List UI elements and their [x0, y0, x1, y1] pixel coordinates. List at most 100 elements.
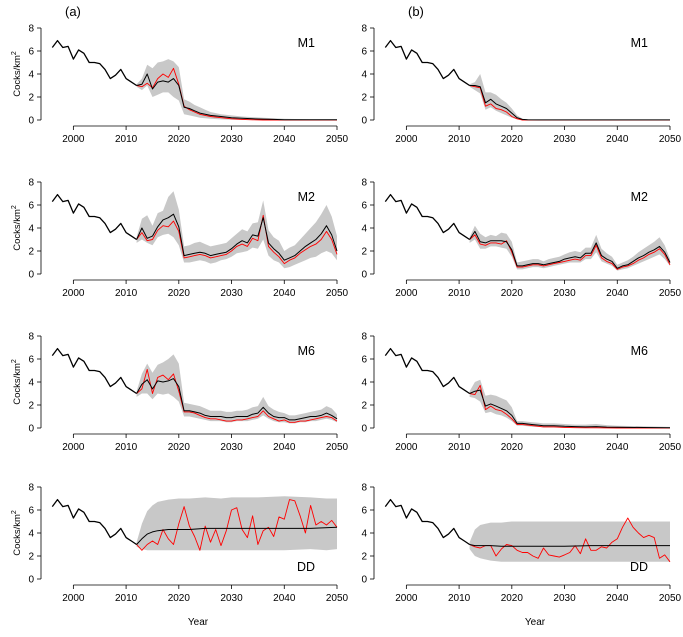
median-line — [136, 378, 338, 421]
x-tick-label: 2000 — [395, 134, 418, 145]
median-line — [136, 526, 338, 545]
uncertainty-band — [469, 74, 670, 120]
y-axis-label-superscript: 2 — [11, 51, 18, 55]
y-tick-label: 6 — [28, 506, 34, 517]
y-tick-label: 2 — [361, 93, 367, 104]
observed-line — [384, 347, 470, 395]
y-axis-label-superscript: 2 — [11, 510, 18, 514]
y-tick-label: 0 — [361, 270, 367, 281]
uncertainty-band — [469, 225, 670, 271]
y-tick-label: 4 — [28, 378, 34, 389]
panel-label: DD — [630, 560, 648, 574]
y-tick-label: 6 — [361, 506, 367, 517]
y-tick-label: 2 — [361, 552, 367, 563]
panel-label: M1 — [298, 36, 315, 50]
y-tick-label: 8 — [361, 24, 367, 35]
simulated-line — [469, 517, 671, 563]
x-tick-label: 2010 — [115, 134, 138, 145]
x-tick-label: 2040 — [606, 593, 629, 604]
y-tick-label: 4 — [361, 224, 367, 235]
x-tick-label: 2020 — [501, 288, 524, 299]
y-tick-label: 6 — [361, 355, 367, 366]
median-line — [136, 213, 338, 261]
x-tick-label: 2040 — [273, 134, 296, 145]
x-axis-title-a: Year — [188, 617, 209, 628]
x-tick-label: 2000 — [395, 442, 418, 453]
panel-m1-b: 0 2 4 6 8 2000 2010 2020 2030 2040 2050 M1 — [361, 24, 681, 146]
y-axis-label-superscript: 2 — [11, 359, 18, 363]
x-tick-label: 2010 — [448, 442, 471, 453]
y-axis-label-text: Cocks/km — [12, 514, 23, 556]
y-tick-label: 8 — [28, 178, 34, 189]
simulated-line — [136, 214, 338, 265]
x-tick-label: 2020 — [168, 593, 191, 604]
column-label-a: (a) — [65, 4, 81, 19]
panel-dd-b: 0 2 4 6 8 2000 2010 2020 2030 2040 2050 DD — [361, 483, 681, 605]
observed-line — [51, 347, 137, 395]
y-tick-label: 4 — [361, 378, 367, 389]
simulated-line — [136, 499, 338, 551]
y-axis-label-text: Cocks/km — [12, 55, 23, 97]
y-tick-label: 6 — [28, 201, 34, 212]
x-tick-label: 2030 — [220, 593, 243, 604]
y-tick-label: 4 — [28, 70, 34, 81]
uncertainty-band — [469, 379, 670, 428]
y-tick-label: 8 — [28, 483, 34, 494]
y-tick-label: 0 — [28, 270, 34, 281]
x-tick-label: 2030 — [220, 288, 243, 299]
y-tick-label: 4 — [28, 529, 34, 540]
y-tick-label: 8 — [361, 332, 367, 343]
x-tick-label: 2010 — [115, 288, 138, 299]
x-tick-label: 2010 — [448, 134, 471, 145]
x-tick-label: 2000 — [62, 134, 85, 145]
y-tick-label: 2 — [28, 93, 34, 104]
panel-m2-b: 0 2 4 6 8 2000 2010 2020 2030 2040 2050 M2 — [361, 178, 681, 300]
x-tick-label: 2000 — [62, 288, 85, 299]
x-tick-label: 2000 — [395, 593, 418, 604]
x-tick-label: 2010 — [448, 288, 471, 299]
panel-label: M1 — [631, 36, 648, 50]
x-tick-label: 2030 — [553, 593, 576, 604]
observed-line — [384, 498, 470, 546]
y-tick-label: 8 — [28, 24, 34, 35]
y-tick-label: 4 — [28, 224, 34, 235]
x-tick-label: 2020 — [168, 134, 191, 145]
y-tick-label: 2 — [28, 552, 34, 563]
x-tick-label: 2040 — [606, 442, 629, 453]
uncertainty-band — [469, 521, 670, 562]
panel-label: M2 — [631, 190, 648, 204]
x-tick-label: 2050 — [326, 442, 349, 453]
x-tick-label: 2010 — [115, 593, 138, 604]
y-tick-label: 0 — [361, 575, 367, 586]
observed-line — [51, 498, 137, 546]
y-axis-label: Cocks/km2 — [11, 205, 23, 251]
x-tick-label: 2050 — [659, 134, 682, 145]
panel-label: M6 — [298, 344, 315, 358]
y-tick-label: 2 — [361, 247, 367, 258]
x-tick-label: 2020 — [501, 442, 524, 453]
y-tick-label: 0 — [361, 424, 367, 435]
y-tick-label: 2 — [361, 401, 367, 412]
x-tick-label: 2040 — [273, 593, 296, 604]
y-tick-label: 0 — [28, 424, 34, 435]
x-tick-label: 2020 — [168, 288, 191, 299]
x-tick-label: 2000 — [395, 288, 418, 299]
simulated-line — [136, 368, 338, 423]
x-tick-label: 2030 — [553, 442, 576, 453]
observed-line — [51, 39, 137, 87]
x-tick-label: 2020 — [501, 593, 524, 604]
uncertainty-band — [136, 59, 337, 120]
x-tick-label: 2010 — [115, 442, 138, 453]
median-line — [136, 73, 337, 121]
x-tick-label: 2020 — [168, 442, 191, 453]
y-tick-label: 2 — [28, 247, 34, 258]
x-tick-label: 2040 — [273, 442, 296, 453]
y-tick-label: 0 — [28, 116, 34, 127]
x-tick-label: 2030 — [553, 288, 576, 299]
y-tick-label: 4 — [361, 70, 367, 81]
uncertainty-band — [136, 354, 337, 424]
